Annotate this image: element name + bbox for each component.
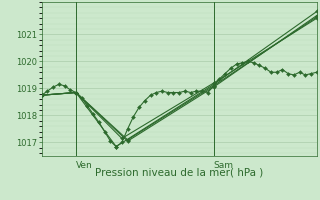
Text: Ven: Ven [76, 161, 93, 170]
Text: Sam: Sam [214, 161, 234, 170]
X-axis label: Pression niveau de la mer( hPa ): Pression niveau de la mer( hPa ) [95, 167, 263, 177]
